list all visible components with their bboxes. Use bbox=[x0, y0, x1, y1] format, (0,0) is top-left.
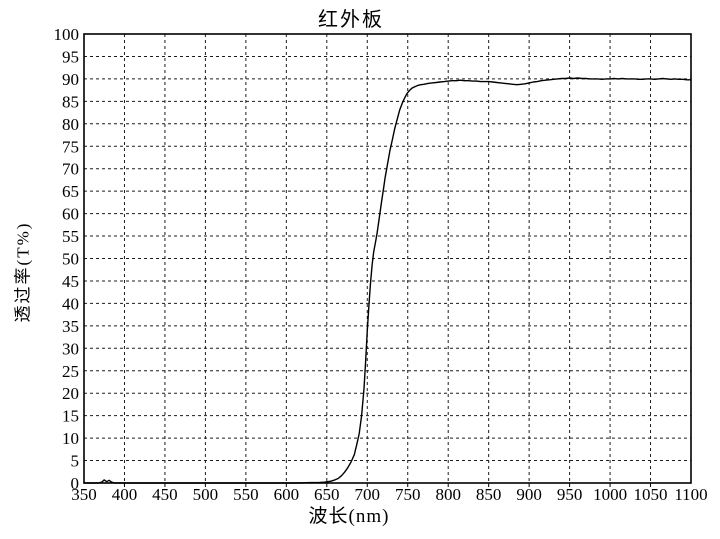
x-tick-label: 800 bbox=[435, 485, 461, 504]
transmittance-curve bbox=[83, 77, 692, 484]
x-tick-label: 850 bbox=[476, 485, 502, 504]
y-tick-label: 15 bbox=[62, 407, 79, 426]
x-tick-label: 900 bbox=[516, 485, 542, 504]
x-tick-label: 1000 bbox=[593, 485, 627, 504]
y-tick-label: 40 bbox=[62, 294, 79, 313]
y-tick-label: 90 bbox=[62, 70, 79, 89]
x-tick-label: 1050 bbox=[634, 485, 668, 504]
y-tick-label: 95 bbox=[62, 47, 79, 66]
x-tick-label: 700 bbox=[355, 485, 381, 504]
y-tick-label: 85 bbox=[62, 92, 79, 111]
x-tick-label: 750 bbox=[395, 485, 421, 504]
x-tick-label: 650 bbox=[314, 485, 340, 504]
y-tick-label: 5 bbox=[71, 452, 80, 471]
x-tick-label: 400 bbox=[112, 485, 138, 504]
y-tick-label: 65 bbox=[62, 182, 79, 201]
x-tick-label: 600 bbox=[274, 485, 300, 504]
y-tick-label: 70 bbox=[62, 160, 79, 179]
x-tick-label: 950 bbox=[557, 485, 583, 504]
x-tick-label: 1100 bbox=[674, 485, 707, 504]
y-tick-label: 50 bbox=[62, 250, 79, 269]
y-tick-label: 60 bbox=[62, 205, 79, 224]
y-tick-label: 45 bbox=[62, 272, 79, 291]
y-tick-label: 10 bbox=[62, 429, 79, 448]
y-tick-label: 0 bbox=[71, 474, 80, 493]
y-tick-label: 20 bbox=[62, 384, 79, 403]
x-tick-label: 500 bbox=[193, 485, 219, 504]
plot-border bbox=[83, 33, 692, 484]
y-tick-label: 30 bbox=[62, 339, 79, 358]
y-tick-label: 55 bbox=[62, 227, 79, 246]
y-tick-label: 80 bbox=[62, 115, 79, 134]
y-tick-label: 100 bbox=[54, 25, 80, 44]
x-tick-label: 350 bbox=[71, 485, 97, 504]
y-tick-label: 25 bbox=[62, 362, 79, 381]
chart-title: 红外板 bbox=[318, 9, 384, 31]
x-tick-label: 550 bbox=[233, 485, 259, 504]
x-tick-label: 450 bbox=[152, 485, 178, 504]
y-axis-label: 透过率(T%) bbox=[13, 221, 33, 323]
y-tick-label: 35 bbox=[62, 317, 79, 336]
y-tick-label: 75 bbox=[62, 137, 79, 156]
x-axis-label: 波长(nm) bbox=[308, 506, 390, 527]
